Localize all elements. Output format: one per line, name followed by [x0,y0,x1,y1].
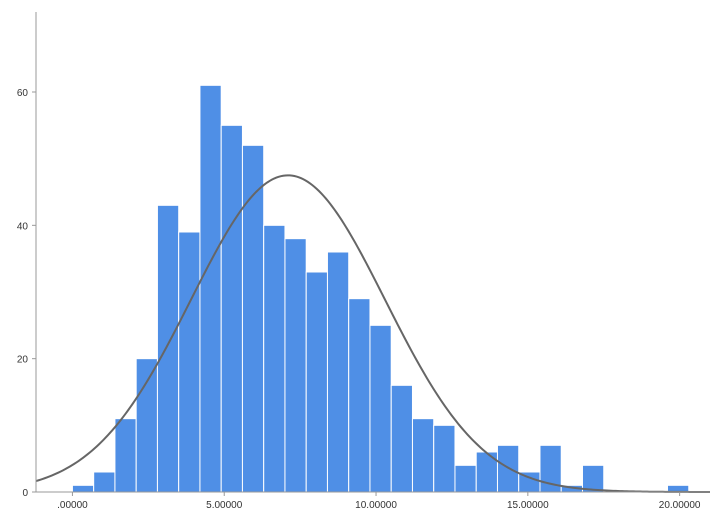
histogram-bar [411,418,435,493]
histogram-bar [93,471,116,493]
y-tick-label: 0 [22,488,28,499]
histogram-bar [241,144,265,493]
histogram-bar [114,418,137,493]
x-axis-ticks: .00000 5.00000 10.00000 15.00000 20.00000 [57,492,701,511]
x-tick-label: 10.00000 [355,500,397,511]
histogram-bar [454,464,477,493]
histogram-bar [199,84,222,493]
y-tick-label: 20 [17,355,29,366]
histogram-bar [220,124,243,493]
histogram-bar [71,484,95,493]
histogram-bar [178,231,201,493]
x-tick-label: 5.00000 [206,500,243,511]
histogram-bar [326,251,350,493]
histogram-bar [284,238,307,493]
histogram-bar [390,384,413,493]
histogram-bar [156,204,180,493]
x-tick-label: 15.00000 [507,500,549,511]
y-tick-label: 60 [17,88,29,99]
histogram-bar [433,424,456,493]
histogram-bar [305,271,328,493]
y-axis-ticks: 0 20 40 60 [17,88,36,499]
y-tick-label: 40 [17,221,29,232]
histogram-bar [581,464,605,493]
x-tick-label: .00000 [57,500,88,511]
x-tick-label: 20.00000 [659,500,701,511]
histogram-bar [348,298,371,493]
bars-group [71,84,690,493]
histogram-bar [135,358,158,493]
normal-curve [35,174,710,493]
histogram-bar [369,324,392,493]
histogram-bar [263,224,286,493]
